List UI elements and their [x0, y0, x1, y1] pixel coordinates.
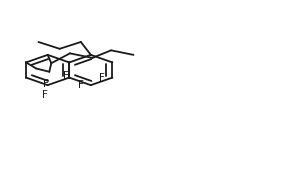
Text: F: F: [62, 71, 68, 81]
Text: F: F: [44, 79, 49, 89]
Text: F: F: [42, 90, 48, 100]
Text: F: F: [78, 80, 83, 90]
Text: F: F: [99, 73, 105, 83]
